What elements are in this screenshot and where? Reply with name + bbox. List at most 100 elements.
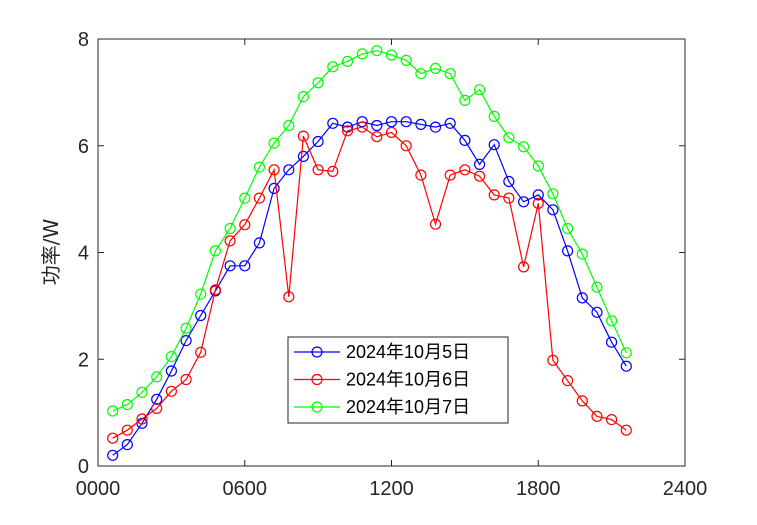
data-point [151,393,163,405]
legend-label: 2024年10月6日 [346,370,470,390]
data-point [517,261,530,273]
data-point [224,222,236,235]
data-point [253,192,265,204]
data-point [283,291,295,303]
data-point [180,335,192,347]
data-point [297,90,309,103]
data-point [561,375,574,387]
data-point [444,68,456,80]
x-tick-label: 2400 [663,478,708,500]
data-point [459,164,471,176]
data-point [297,130,309,142]
data-point [107,432,119,444]
data-point [136,386,148,398]
data-point [136,413,148,425]
data-point [283,164,295,176]
legend-marker [311,401,323,413]
data-point [121,399,133,411]
data-point [444,169,456,181]
data-point [532,189,544,201]
legend-item: 2024年10月6日 [294,370,470,390]
data-point [312,164,324,176]
data-point [429,121,442,133]
data-point [180,322,192,334]
data-point [532,197,544,209]
tick-layer: 0000 0600 1200 1800 2400 0 2 4 6 8 [76,29,708,500]
data-point [591,410,603,422]
data-point [605,336,618,348]
data-point [341,55,354,68]
data-point [195,309,207,322]
legend-item: 2024年10月7日 [294,397,470,417]
data-point [224,235,236,247]
data-point [561,222,574,235]
data-point [107,405,119,417]
legend-marker [311,373,323,386]
data-point [385,116,398,128]
data-point [503,132,515,144]
data-point [327,61,339,73]
data-point [239,260,251,272]
data-point [356,121,368,133]
data-point [503,192,515,204]
data-point [121,439,133,451]
data-point [561,245,574,257]
data-point [312,135,324,148]
data-point [165,385,177,397]
data-point [517,141,530,153]
data-point [474,84,486,96]
data-point [620,347,632,359]
x-tick-label: 1800 [516,478,561,500]
data-point [605,315,618,327]
legend-marker [311,346,323,358]
data-point [400,116,412,128]
data-point [385,126,398,138]
data-point [547,188,559,200]
data-point [268,137,280,149]
data-point [283,119,295,132]
data-point [429,62,442,75]
data-point [415,68,427,80]
data-point [195,288,207,300]
series [107,121,632,444]
data-point [620,424,632,436]
data-point [239,219,251,231]
data-point [356,48,368,60]
data-point [224,260,236,272]
data-point [429,218,442,230]
data-point [459,94,471,107]
data-point [488,139,500,151]
data-point [327,165,339,177]
data-point [195,346,207,358]
data-point [180,373,192,386]
legend-label: 2024年10月7日 [346,397,470,417]
data-point [459,134,471,146]
data-point [107,449,119,461]
y-tick-label: 0 [78,456,89,478]
data-point [532,160,544,172]
data-point [165,351,177,363]
x-tick-label: 1200 [369,478,414,500]
legend-label: 2024年10月5日 [346,342,470,362]
data-point [312,77,324,89]
y-tick-label: 2 [78,349,89,371]
data-point [547,354,559,366]
data-point [547,204,559,216]
data-point [371,119,383,132]
data-point [253,237,265,249]
data-point [620,360,632,372]
data-point [341,125,354,137]
data-point [385,49,398,61]
data-point [253,161,265,173]
data-point [297,150,309,162]
data-point [503,175,515,188]
data-point [605,414,618,426]
data-point [209,245,221,257]
x-tick-label: 0000 [76,478,121,500]
legend: 2024年10月5日 2024年10月6日 2024年10月7日 [287,336,509,424]
y-tick-label: 6 [78,136,89,158]
data-point [371,45,383,57]
data-point [576,395,588,407]
data-point [327,117,339,129]
